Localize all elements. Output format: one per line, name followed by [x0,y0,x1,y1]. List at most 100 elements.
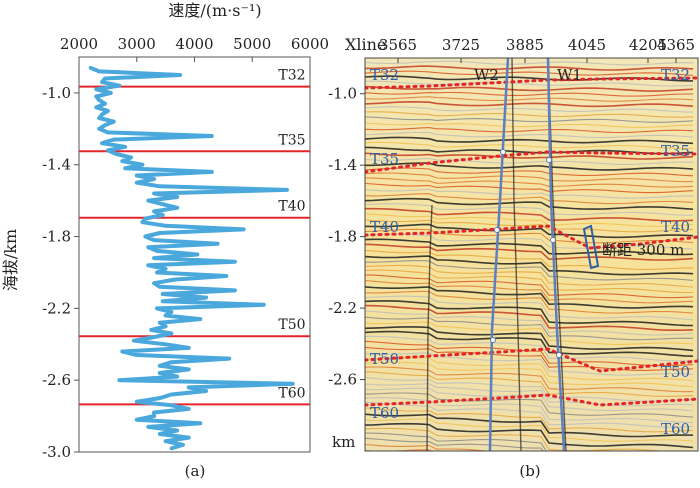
velocity-point [94,87,99,92]
velocity-point [120,159,125,163]
reflector [365,243,694,261]
horizon-label-right: T60 [661,420,690,438]
velocity-curve [88,65,295,451]
x-tick-label: 5000 [233,35,271,53]
velocity-point [97,116,101,120]
panel-b-label: (b) [519,462,540,480]
xline-tick-label: 4365 [657,36,695,54]
reflector [365,197,694,210]
velocity-point [158,320,162,325]
y-tick-label: -1.4 [42,156,71,174]
velocity-point [169,360,174,365]
velocity-point [97,127,101,131]
elevation-tick-label: -1.0 [328,85,357,103]
reflector [365,413,694,438]
well-labels: W2 W1 [474,66,582,84]
velocity-point [135,353,139,357]
velocity-point [227,356,231,361]
horizon-label-right: T32 [661,66,690,84]
horizon-label: T40 [278,199,305,215]
reflector [365,392,694,418]
reflector [365,223,694,239]
y-axis-ticks: -1.0 -1.4 -1.8 -2.2 -2.6 -3.0 [42,84,79,461]
reflector [365,136,694,145]
horizon-trace [365,393,698,407]
wells [488,58,566,451]
velocity-point [204,295,208,300]
reflector [365,407,694,433]
velocity-point [163,267,168,271]
y-tick-label: -2.6 [42,371,71,389]
reflector [365,295,694,321]
velocity-point [146,425,151,429]
velocity-point [186,385,191,390]
velocity-point [152,410,156,415]
velocity-point [163,342,168,347]
well-marker [494,227,500,233]
reflector [365,326,694,352]
velocity-point [163,313,168,318]
velocity-point [135,173,139,178]
reflector [365,352,694,376]
velocity-point [100,112,104,117]
velocity-point [103,76,107,81]
reflector [365,361,694,388]
reflector [365,238,694,256]
reflector [365,65,694,71]
reflector [365,172,693,183]
velocity-point [163,439,168,444]
x-axis-label: 速度/(m·s⁻¹) [168,1,261,20]
xline-tick-label: 3725 [442,36,480,54]
xline-axis-title: Xline [345,35,386,54]
velocity-point [100,80,104,84]
velocity-point [123,166,127,171]
velocity-point [186,435,191,440]
reflector [365,233,694,250]
velocity-point [114,152,119,156]
reflector [365,207,694,222]
horizon-label-right: T50 [661,363,690,381]
horizon-label: T32 [278,68,305,84]
velocity-point [106,109,110,113]
reflector [365,321,694,345]
reflector [365,106,694,113]
velocity-point [169,310,174,314]
reflector [365,437,544,451]
reflector [365,100,694,108]
velocity-point [146,198,151,203]
velocity-point [195,252,200,257]
velocity-point [160,202,165,206]
well-marker [546,157,552,163]
reflector [365,335,694,362]
velocity-point [140,162,145,167]
velocity-point [111,137,116,142]
reflector [365,274,694,299]
velocity-point [94,105,99,110]
y-tick-label: -1.0 [42,84,71,102]
velocity-point [158,285,162,289]
xline-tick-label: 3565 [379,36,417,54]
throw-label: 断距 300 m [602,241,684,259]
x-tick-label: 6000 [291,35,329,53]
well-w1-trajectory [546,58,566,451]
horizon-trace [365,76,698,90]
elevation-axis-ticks: -1.0 -1.4 -1.8 -2.2 -2.6 [328,85,365,389]
reflector [365,203,694,216]
well-label: W2 [474,66,499,84]
fault-trace [426,204,433,451]
velocity-point [97,98,101,102]
velocity-point [163,224,168,228]
reflector [365,193,694,205]
reflector [365,255,694,276]
velocity-point [204,389,208,393]
xline-tick-label: 4045 [568,36,606,54]
velocity-point [132,338,136,343]
velocity-point [210,134,214,138]
velocity-point [135,399,139,404]
reflector [365,260,694,281]
well-marker [550,237,556,243]
velocity-point [103,101,107,106]
velocity-point [290,382,295,386]
